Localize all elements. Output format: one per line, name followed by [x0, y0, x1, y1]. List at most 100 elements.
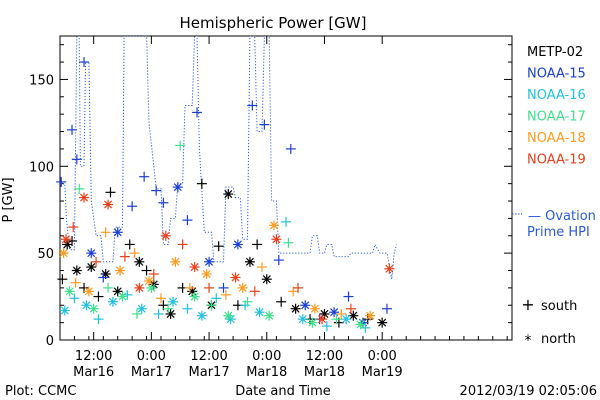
data-point-noaa-17 [175, 140, 186, 151]
data-point-noaa-18 [170, 256, 181, 267]
data-point-noaa-15 [127, 201, 138, 212]
x-tick-label-date: Mar16 [73, 365, 114, 380]
x-tick-label-date: Mar19 [362, 365, 403, 380]
data-point-noaa-18 [237, 282, 248, 293]
data-point-noaa-16 [107, 296, 118, 307]
x-tick-label-date: Mar18 [304, 365, 345, 380]
legend-entry-noaa-16: NOAA-16 [527, 88, 586, 103]
data-point-noaa-19 [91, 256, 102, 267]
data-point-noaa-17 [223, 310, 234, 321]
x-tick-label-time: 12:00 [190, 349, 227, 364]
data-point-noaa-19 [384, 263, 395, 274]
data-point-noaa-15 [300, 300, 311, 311]
data-point-noaa-19 [317, 314, 328, 325]
data-point-noaa-17 [64, 286, 75, 297]
data-point-noaa-15 [218, 282, 229, 293]
x-tick-label-time: 0:00 [137, 349, 166, 364]
data-point-noaa-18 [309, 303, 320, 314]
data-point-noaa-19 [160, 230, 171, 241]
data-point-noaa-15 [259, 119, 270, 130]
data-point-noaa-17 [264, 310, 275, 321]
data-point-noaa-19 [177, 239, 188, 250]
data-point-metp-02 [165, 308, 176, 319]
data-point-noaa-16 [321, 321, 332, 332]
data-point-metp-02 [57, 274, 68, 285]
data-point-noaa-18 [184, 282, 195, 293]
data-point-noaa-15 [329, 307, 340, 318]
data-point-noaa-19 [134, 282, 145, 293]
data-point-noaa-17 [117, 291, 128, 302]
data-point-metp-02 [67, 235, 78, 246]
data-point-noaa-15 [79, 57, 90, 68]
data-point-noaa-15 [86, 248, 97, 259]
data-point-noaa-15 [172, 182, 183, 193]
data-point-metp-02 [93, 291, 104, 302]
data-point-noaa-16 [182, 303, 193, 314]
data-point-noaa-19 [119, 251, 130, 262]
data-point-noaa-16 [281, 216, 291, 227]
symbol-key: + south * north [521, 295, 577, 349]
data-point-noaa-15 [182, 215, 193, 226]
legend: METP-02 NOAA-15 NOAA-16 NOAA-17 NOAA-18 NOAA-… [512, 45, 596, 240]
y-axis-label: P [GW] [1, 177, 16, 222]
x-tick-label-date: Mar18 [246, 365, 287, 380]
data-point-metp-02 [252, 239, 263, 250]
data-point-metp-02 [290, 303, 301, 314]
data-point-noaa-15 [204, 256, 215, 267]
data-point-noaa-17 [189, 291, 200, 302]
data-point-noaa-15 [247, 100, 258, 111]
data-point-noaa-19 [79, 192, 90, 203]
legend-entry-noaa-19: NOAA-19 [527, 153, 586, 168]
x-tick-label-time: 12:00 [75, 349, 112, 364]
data-point-noaa-16 [136, 303, 147, 314]
x-tick-label-date: Mar17 [131, 365, 172, 380]
data-point-noaa-17 [74, 183, 85, 194]
data-point-noaa-16 [93, 314, 104, 325]
data-point-noaa-15 [56, 176, 67, 187]
data-point-noaa-16 [153, 308, 164, 319]
y-tick-label: 100 [29, 160, 54, 175]
data-point-noaa-15 [273, 255, 284, 266]
data-point-noaa-18 [336, 308, 347, 319]
x-axis-label: Date and Time [235, 384, 331, 399]
legend-entry-noaa-17: NOAA-17 [527, 110, 586, 125]
data-point-noaa-16 [297, 314, 308, 325]
y-tick-label: 50 [37, 247, 54, 262]
legend-entry-metp-02: METP-02 [527, 45, 583, 60]
data-point-noaa-17 [331, 314, 342, 325]
data-point-noaa-17 [146, 282, 157, 293]
data-point-noaa-19 [204, 282, 215, 293]
data-point-noaa-17 [88, 303, 99, 314]
data-point-noaa-16 [69, 293, 80, 304]
data-point-noaa-19 [68, 222, 79, 233]
x-tick-label-time: 0:00 [368, 349, 397, 364]
data-point-noaa-16 [196, 310, 207, 321]
data-point-noaa-18 [58, 248, 69, 259]
data-point-metp-02 [377, 317, 388, 328]
data-point-noaa-15 [67, 124, 78, 135]
data-point-noaa-18 [155, 293, 166, 304]
data-point-metp-02 [196, 178, 207, 189]
data-point-metp-02 [134, 256, 145, 267]
x-tick-label-time: 0:00 [252, 349, 281, 364]
data-point-noaa-15 [71, 154, 82, 165]
data-point-metp-02 [141, 265, 152, 276]
data-point-noaa-15 [98, 272, 109, 283]
data-point-noaa-17 [206, 300, 217, 311]
data-point-noaa-15 [381, 303, 392, 314]
x-tick-label-date: Mar17 [189, 365, 230, 380]
data-point-noaa-15 [158, 197, 169, 208]
data-point-noaa-18 [365, 310, 376, 321]
data-point-noaa-17 [355, 319, 366, 330]
data-point-noaa-19 [249, 286, 260, 297]
data-point-metp-02 [276, 296, 287, 307]
x-tick-label-time: 12:00 [306, 349, 343, 364]
data-point-noaa-18 [220, 289, 231, 300]
data-point-noaa-18 [256, 262, 267, 273]
south-symbol: + [521, 295, 534, 314]
data-point-noaa-17 [307, 317, 318, 328]
y-tick-label: 0 [46, 334, 54, 349]
legend-entry-noaa-15: NOAA-15 [527, 67, 586, 82]
data-point-noaa-18 [201, 268, 212, 279]
data-point-noaa-15 [139, 171, 150, 182]
